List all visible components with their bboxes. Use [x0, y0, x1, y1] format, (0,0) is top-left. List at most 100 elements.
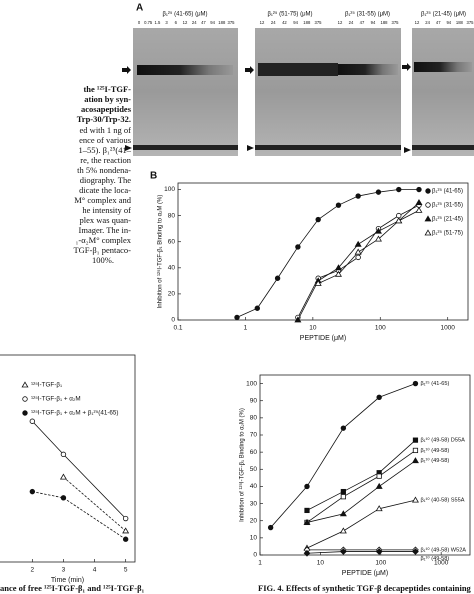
data-line [306, 499, 416, 549]
data-point [376, 394, 382, 400]
data-point [340, 425, 347, 431]
plot-frame [177, 182, 469, 321]
lane-label: 24 [349, 20, 354, 25]
gel-band [338, 64, 398, 75]
caption-line: diography. The [80, 175, 131, 185]
data-line [306, 450, 416, 523]
gel-band [137, 65, 233, 75]
lane-label: 188 [218, 20, 226, 25]
x-axis-label: PEPTIDE (μM) [342, 570, 388, 577]
caption-line: re, the reaction [80, 155, 131, 165]
arrow [245, 66, 254, 74]
x-tick-label: 0.1 [173, 325, 182, 332]
y-tick-label: 0 [171, 317, 175, 324]
gel-images [122, 28, 474, 156]
legend-marker [22, 410, 28, 416]
x-tick-label: 1 [244, 325, 248, 332]
x-tick-label: 100 [375, 325, 386, 332]
gel-band [412, 145, 474, 150]
data-point [412, 447, 419, 454]
caption-title-line: the ¹²⁵I-TGF- [83, 84, 131, 94]
legend-marker [424, 229, 432, 236]
x-tick-label: 10 [317, 560, 325, 567]
data-point [314, 279, 322, 286]
data-point [412, 380, 419, 387]
series-label: β₁¹⁰ (40-58) S55A [420, 497, 464, 504]
gel-band [255, 145, 401, 150]
data-point [304, 483, 310, 490]
caption-title-line: Trp-30/Trp-32. [77, 114, 131, 124]
y-tick-label: 70 [250, 432, 258, 439]
legend-label: ¹²⁵I-TGF-β₁ [31, 382, 62, 389]
legend-marker [425, 188, 431, 194]
legend-marker [21, 381, 29, 388]
y-tick-label: 100 [246, 380, 257, 387]
legend-label: ¹²⁵I-TGF-β₁ + α₂M [31, 396, 81, 403]
gel-header: β₁²⁵ (21-45) (μM) [421, 11, 466, 18]
legend-label: β₁²⁵ (41-65) [432, 188, 463, 195]
data-line [32, 420, 126, 519]
data-point [412, 437, 419, 443]
arrow [122, 66, 131, 74]
data-point [411, 457, 419, 464]
y-tick-label: 30 [250, 500, 258, 507]
caption-line: dicate the loca- [79, 185, 131, 195]
legend-marker [22, 396, 28, 402]
legend-label: β₁²⁵ (21-45) [432, 216, 463, 223]
data-point [234, 314, 240, 321]
lane-label: 94 [293, 20, 298, 25]
caption: FIG. 4. Effects of synthetic TGF-β decap… [258, 583, 472, 593]
data-point [415, 198, 423, 205]
caption-line: M° complex and [74, 195, 131, 205]
x-tick-label: 1 [258, 560, 262, 567]
lane-label: 94 [210, 20, 215, 25]
y-tick-label: 50 [250, 466, 258, 473]
data-point [375, 189, 382, 195]
x-tick-label: 2 [31, 567, 35, 574]
lane-label: 12 [260, 20, 265, 25]
series-label: β₁¹⁰ (49-58) [420, 447, 449, 454]
data-point [339, 510, 347, 517]
data-point [122, 536, 129, 542]
lane-label: 12 [183, 20, 188, 25]
data-line [306, 439, 416, 511]
data-point [60, 451, 67, 458]
y-axis-label: Inhibition of ¹²⁵I-TGF-β₁ Binding to α₂M… [157, 195, 164, 309]
y-tick-label: 40 [168, 265, 176, 272]
data-point [396, 186, 402, 193]
legend-marker [424, 215, 432, 222]
gel-band [258, 63, 338, 76]
gel [412, 28, 474, 156]
data-line [63, 476, 126, 532]
data-point [375, 482, 383, 489]
data-point [416, 186, 422, 193]
lane-label: 94 [371, 20, 376, 25]
lane-label: 47 [360, 20, 365, 25]
y-tick-label: 80 [168, 212, 176, 219]
x-tick-label: 3 [62, 567, 66, 574]
x-tick-label: 100 [375, 560, 386, 567]
caption-line: plex was quan- [80, 215, 132, 225]
arrow [402, 63, 411, 71]
panel-label: B [150, 171, 157, 182]
x-axis-label: PEPTIDE (μM) [300, 335, 346, 342]
data-point [122, 515, 129, 522]
y-tick-label: 80 [250, 415, 258, 422]
data-point [375, 505, 383, 512]
data-point [340, 494, 346, 500]
lane-label: 0.75 [144, 20, 153, 25]
data-point [294, 316, 302, 323]
data-point [354, 240, 362, 247]
x-tick-label: 10 [309, 325, 317, 332]
legend-label: β₁²⁵ (51-75) [432, 230, 463, 237]
arrowhead [404, 147, 411, 153]
lane-label: 47 [436, 20, 441, 25]
y-tick-label: 100 [164, 186, 175, 193]
y-tick-label: 0 [253, 552, 257, 559]
y-tick-label: 90 [250, 397, 258, 404]
y-tick-label: 10 [250, 535, 258, 542]
plot-frame [259, 374, 471, 556]
data-point [334, 270, 342, 277]
data-point [374, 235, 382, 242]
y-tick-label: 60 [168, 238, 176, 245]
